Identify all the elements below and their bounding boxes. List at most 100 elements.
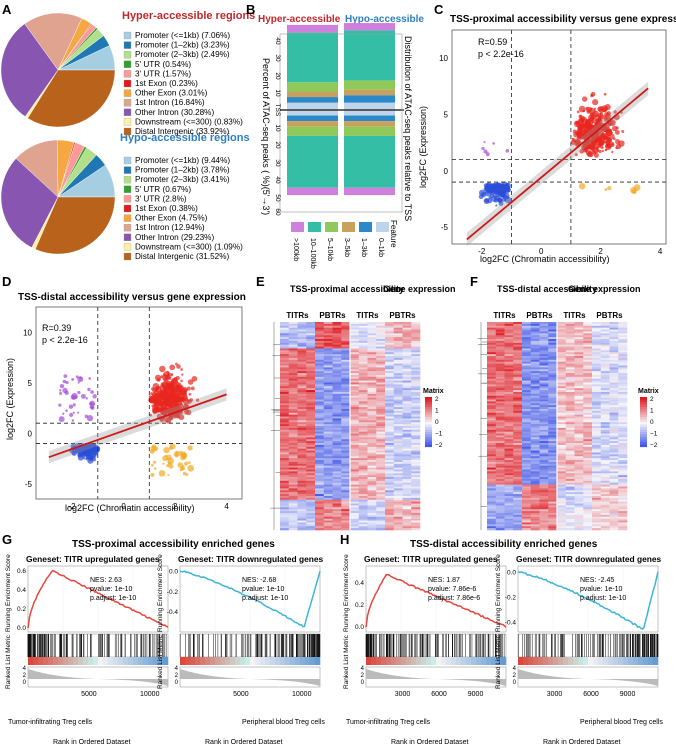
legend-item: Other Exon (3.01%) bbox=[135, 89, 208, 98]
heat-cell bbox=[359, 417, 368, 419]
heat-cell bbox=[566, 403, 575, 405]
heat-cell bbox=[583, 528, 592, 530]
heat-cell bbox=[496, 509, 505, 511]
heat-cell bbox=[280, 430, 289, 432]
heat-cell bbox=[368, 430, 377, 432]
heat-cell bbox=[341, 343, 350, 345]
heat-cell bbox=[548, 513, 557, 515]
legend-item: 5' UTR (0.54%) bbox=[135, 60, 191, 69]
es-tick: 0.2 bbox=[17, 606, 26, 613]
heat-cell bbox=[601, 521, 610, 523]
heat-cell bbox=[394, 454, 403, 456]
heat-cell bbox=[496, 356, 505, 358]
heat-cell bbox=[306, 407, 315, 409]
heat-cell bbox=[496, 469, 505, 471]
heat-cell bbox=[583, 452, 592, 454]
heat-cell bbox=[566, 383, 575, 385]
heat-cell bbox=[592, 347, 601, 349]
heat-cell bbox=[403, 360, 412, 362]
heat-cell bbox=[359, 504, 368, 506]
heat-cell bbox=[505, 360, 514, 362]
heat-cell bbox=[324, 362, 333, 364]
heat-cell bbox=[575, 390, 584, 392]
heat-cell bbox=[548, 324, 557, 326]
heat-cell bbox=[280, 398, 289, 400]
heat-cell bbox=[566, 392, 575, 394]
heat-cell bbox=[487, 350, 496, 352]
heat-cell bbox=[394, 447, 403, 449]
heat-cell bbox=[557, 426, 566, 428]
heat-cell bbox=[522, 505, 531, 507]
heat-cell bbox=[513, 451, 522, 453]
heat-cell bbox=[610, 405, 619, 407]
heat-cell bbox=[350, 398, 359, 400]
heat-cell bbox=[306, 409, 315, 411]
heat-cell bbox=[350, 356, 359, 358]
heat-cell bbox=[513, 502, 522, 504]
heat-cell bbox=[333, 492, 342, 494]
heat-cell bbox=[333, 337, 342, 339]
heat-cell bbox=[289, 496, 298, 498]
heat-cell bbox=[548, 360, 557, 362]
heat-cell bbox=[618, 505, 627, 507]
heat-cell bbox=[592, 377, 601, 379]
heat-cell bbox=[610, 475, 619, 477]
heat-cell bbox=[531, 466, 540, 468]
heat-cell bbox=[557, 335, 566, 337]
heat-cell bbox=[298, 400, 307, 402]
heat-cell bbox=[394, 392, 403, 394]
legend-swatch bbox=[124, 51, 131, 58]
heat-cell bbox=[394, 384, 403, 386]
col-label: PBTRs bbox=[319, 311, 346, 320]
heat-cell bbox=[368, 379, 377, 381]
heat-cell bbox=[592, 456, 601, 458]
heat-cell bbox=[306, 396, 315, 398]
heat-cell bbox=[513, 511, 522, 513]
heat-cell bbox=[592, 452, 601, 454]
heat-cell bbox=[566, 400, 575, 402]
heat-cell bbox=[487, 488, 496, 490]
heat-cell bbox=[618, 405, 627, 407]
data-point bbox=[582, 96, 587, 101]
heat-cell bbox=[411, 337, 420, 339]
data-point bbox=[163, 371, 169, 377]
heat-cell bbox=[411, 437, 420, 439]
heat-cell bbox=[610, 426, 619, 428]
heat-cell bbox=[575, 394, 584, 396]
heat-cell bbox=[306, 492, 315, 494]
heat-cell bbox=[341, 350, 350, 352]
heat-cell bbox=[385, 326, 394, 328]
heat-cell bbox=[376, 464, 385, 466]
heat-cell bbox=[557, 322, 566, 324]
heat-cell bbox=[324, 356, 333, 358]
heat-cell bbox=[575, 396, 584, 398]
heat-cell bbox=[315, 483, 324, 485]
heat-cell bbox=[359, 384, 368, 386]
data-point bbox=[81, 394, 86, 399]
heat-cell bbox=[531, 494, 540, 496]
heat-cell bbox=[540, 468, 549, 470]
heat-cell bbox=[315, 369, 324, 371]
heat-cell bbox=[610, 331, 619, 333]
heat-cell bbox=[487, 451, 496, 453]
data-point bbox=[611, 132, 613, 134]
heat-cell bbox=[411, 417, 420, 419]
es-tick: 0.4 bbox=[17, 587, 26, 594]
heat-cell bbox=[610, 369, 619, 371]
heat-cell bbox=[298, 471, 307, 473]
heat-cell bbox=[505, 464, 514, 466]
heat-cell bbox=[289, 411, 298, 413]
heat-cell bbox=[601, 492, 610, 494]
heat-cell bbox=[368, 375, 377, 377]
heat-cell bbox=[566, 511, 575, 513]
heat-cell bbox=[359, 521, 368, 523]
heat-cell bbox=[487, 507, 496, 509]
heat-cell bbox=[341, 401, 350, 403]
heat-cell bbox=[394, 420, 403, 422]
heat-cell bbox=[487, 398, 496, 400]
heat-cell bbox=[487, 471, 496, 473]
heat-cell bbox=[306, 505, 315, 507]
heat-cell bbox=[601, 490, 610, 492]
heat-cell bbox=[522, 443, 531, 445]
heat-cell bbox=[306, 528, 315, 530]
